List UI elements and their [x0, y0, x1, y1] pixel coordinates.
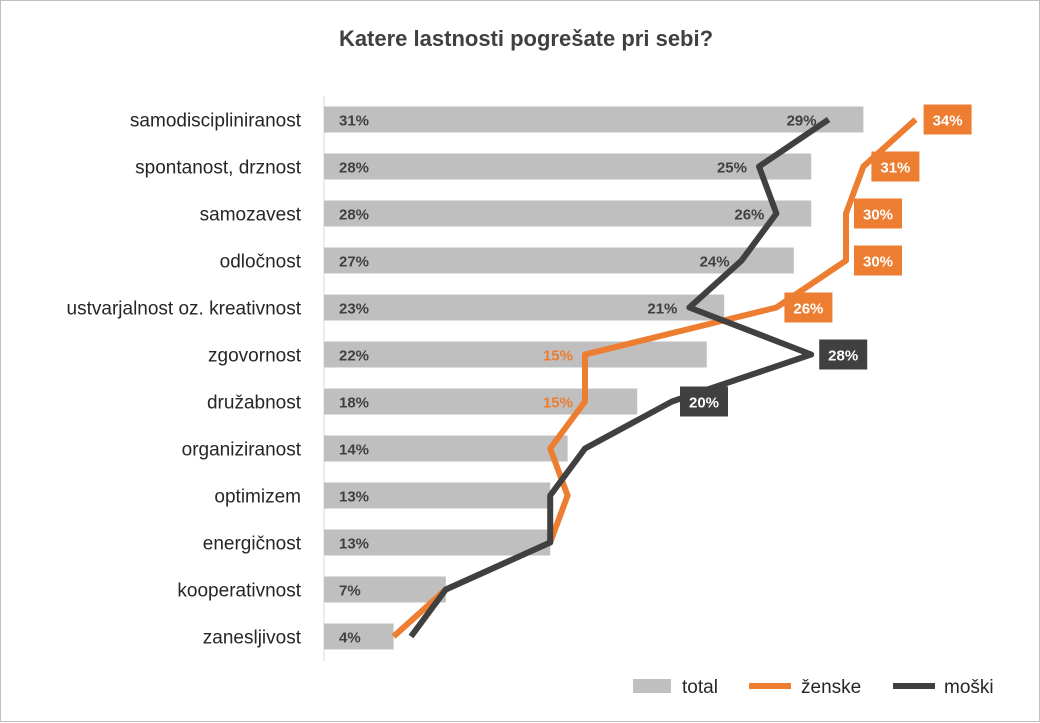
category-label: samozavest: [200, 205, 302, 226]
category-label: organiziranost: [182, 440, 302, 461]
zenske-value-label: 30%: [863, 254, 893, 271]
category-label: zgovornost: [208, 346, 302, 367]
zenske-value-label: 30%: [863, 207, 893, 224]
bar-value-label: 28%: [339, 207, 369, 224]
bar-value-label: 4%: [339, 630, 361, 647]
legend-label-moski: moški: [944, 677, 994, 698]
bar-total: [324, 200, 812, 227]
category-labels: samodiscipliniranost spontanost, drznost s…: [67, 111, 302, 649]
zenske-value-label: 34%: [933, 113, 963, 130]
line-zenske: [391, 117, 918, 639]
zenske-label-box: [854, 198, 902, 229]
bar-total: [324, 576, 446, 603]
zenske-value-label: 26%: [793, 301, 823, 318]
moski-value-label: 28%: [828, 348, 858, 365]
category-label: samodiscipliniranost: [130, 111, 302, 132]
bar-value-label: 27%: [339, 254, 369, 271]
zenske-label-box: [784, 292, 833, 323]
lines-group: [391, 117, 918, 639]
bar-total: [324, 435, 568, 462]
chart-title: Katere lastnosti pogrešate pri sebi?: [339, 26, 713, 51]
moski-value-label: 26%: [734, 207, 764, 224]
bar-value-label: 31%: [339, 113, 369, 130]
bar-value-label: 14%: [339, 442, 369, 459]
category-label: ustvarjalnost oz. kreativnost: [67, 299, 302, 320]
category-label: spontanost, drznost: [135, 158, 302, 179]
bar-total: [324, 106, 864, 133]
bar-value-label: 7%: [339, 583, 361, 600]
zenske-label-box: [871, 151, 920, 182]
category-label: kooperativnost: [177, 581, 301, 602]
zenske-label-box: [854, 245, 902, 276]
bar-total: [324, 529, 551, 556]
moski-value-label: 25%: [717, 160, 747, 177]
bar-total: [324, 341, 707, 368]
bars-group: [324, 106, 864, 650]
bar-value-label: 18%: [339, 395, 369, 412]
bar-value-label: 22%: [339, 348, 369, 365]
bar-value-label: 13%: [339, 489, 369, 506]
zenske-value-label: 31%: [880, 160, 910, 177]
legend-label-total: total: [682, 677, 718, 698]
category-label: energičnost: [203, 534, 302, 555]
data-labels: 31% 28% 28% 27% 23% 22% 18% 14% 13% 13% 7% 4% 34% 31%…: [339, 104, 972, 647]
bar-value-label: 13%: [339, 536, 369, 553]
bar-total: [324, 294, 725, 321]
line-moski: [408, 117, 831, 639]
moski-label-box: [819, 339, 868, 370]
legend-label-zenske: ženske: [801, 677, 861, 698]
bar-total: [324, 623, 394, 650]
zenske-value-label: 15%: [543, 348, 573, 365]
moski-value-label: 21%: [647, 301, 677, 318]
bar-value-label: 28%: [339, 160, 369, 177]
category-label: odločnost: [220, 252, 302, 273]
moski-label-box: [680, 386, 728, 417]
category-label: zanesljivost: [203, 628, 302, 649]
bar-total: [324, 388, 638, 415]
zenske-label-box: [923, 104, 972, 135]
category-label: optimizem: [214, 487, 301, 508]
bar-total: [324, 247, 794, 274]
legend: total ženske moški: [633, 677, 994, 698]
zenske-value-label: 15%: [543, 395, 573, 412]
moski-value-label: 24%: [700, 254, 730, 271]
moski-value-label: 20%: [689, 395, 719, 412]
moski-value-label: 29%: [787, 113, 817, 130]
bar-total: [324, 153, 812, 180]
category-label: družabnost: [207, 393, 302, 414]
bar-total: [324, 482, 551, 509]
bar-value-label: 23%: [339, 301, 369, 318]
legend-swatch-total: [633, 679, 671, 693]
